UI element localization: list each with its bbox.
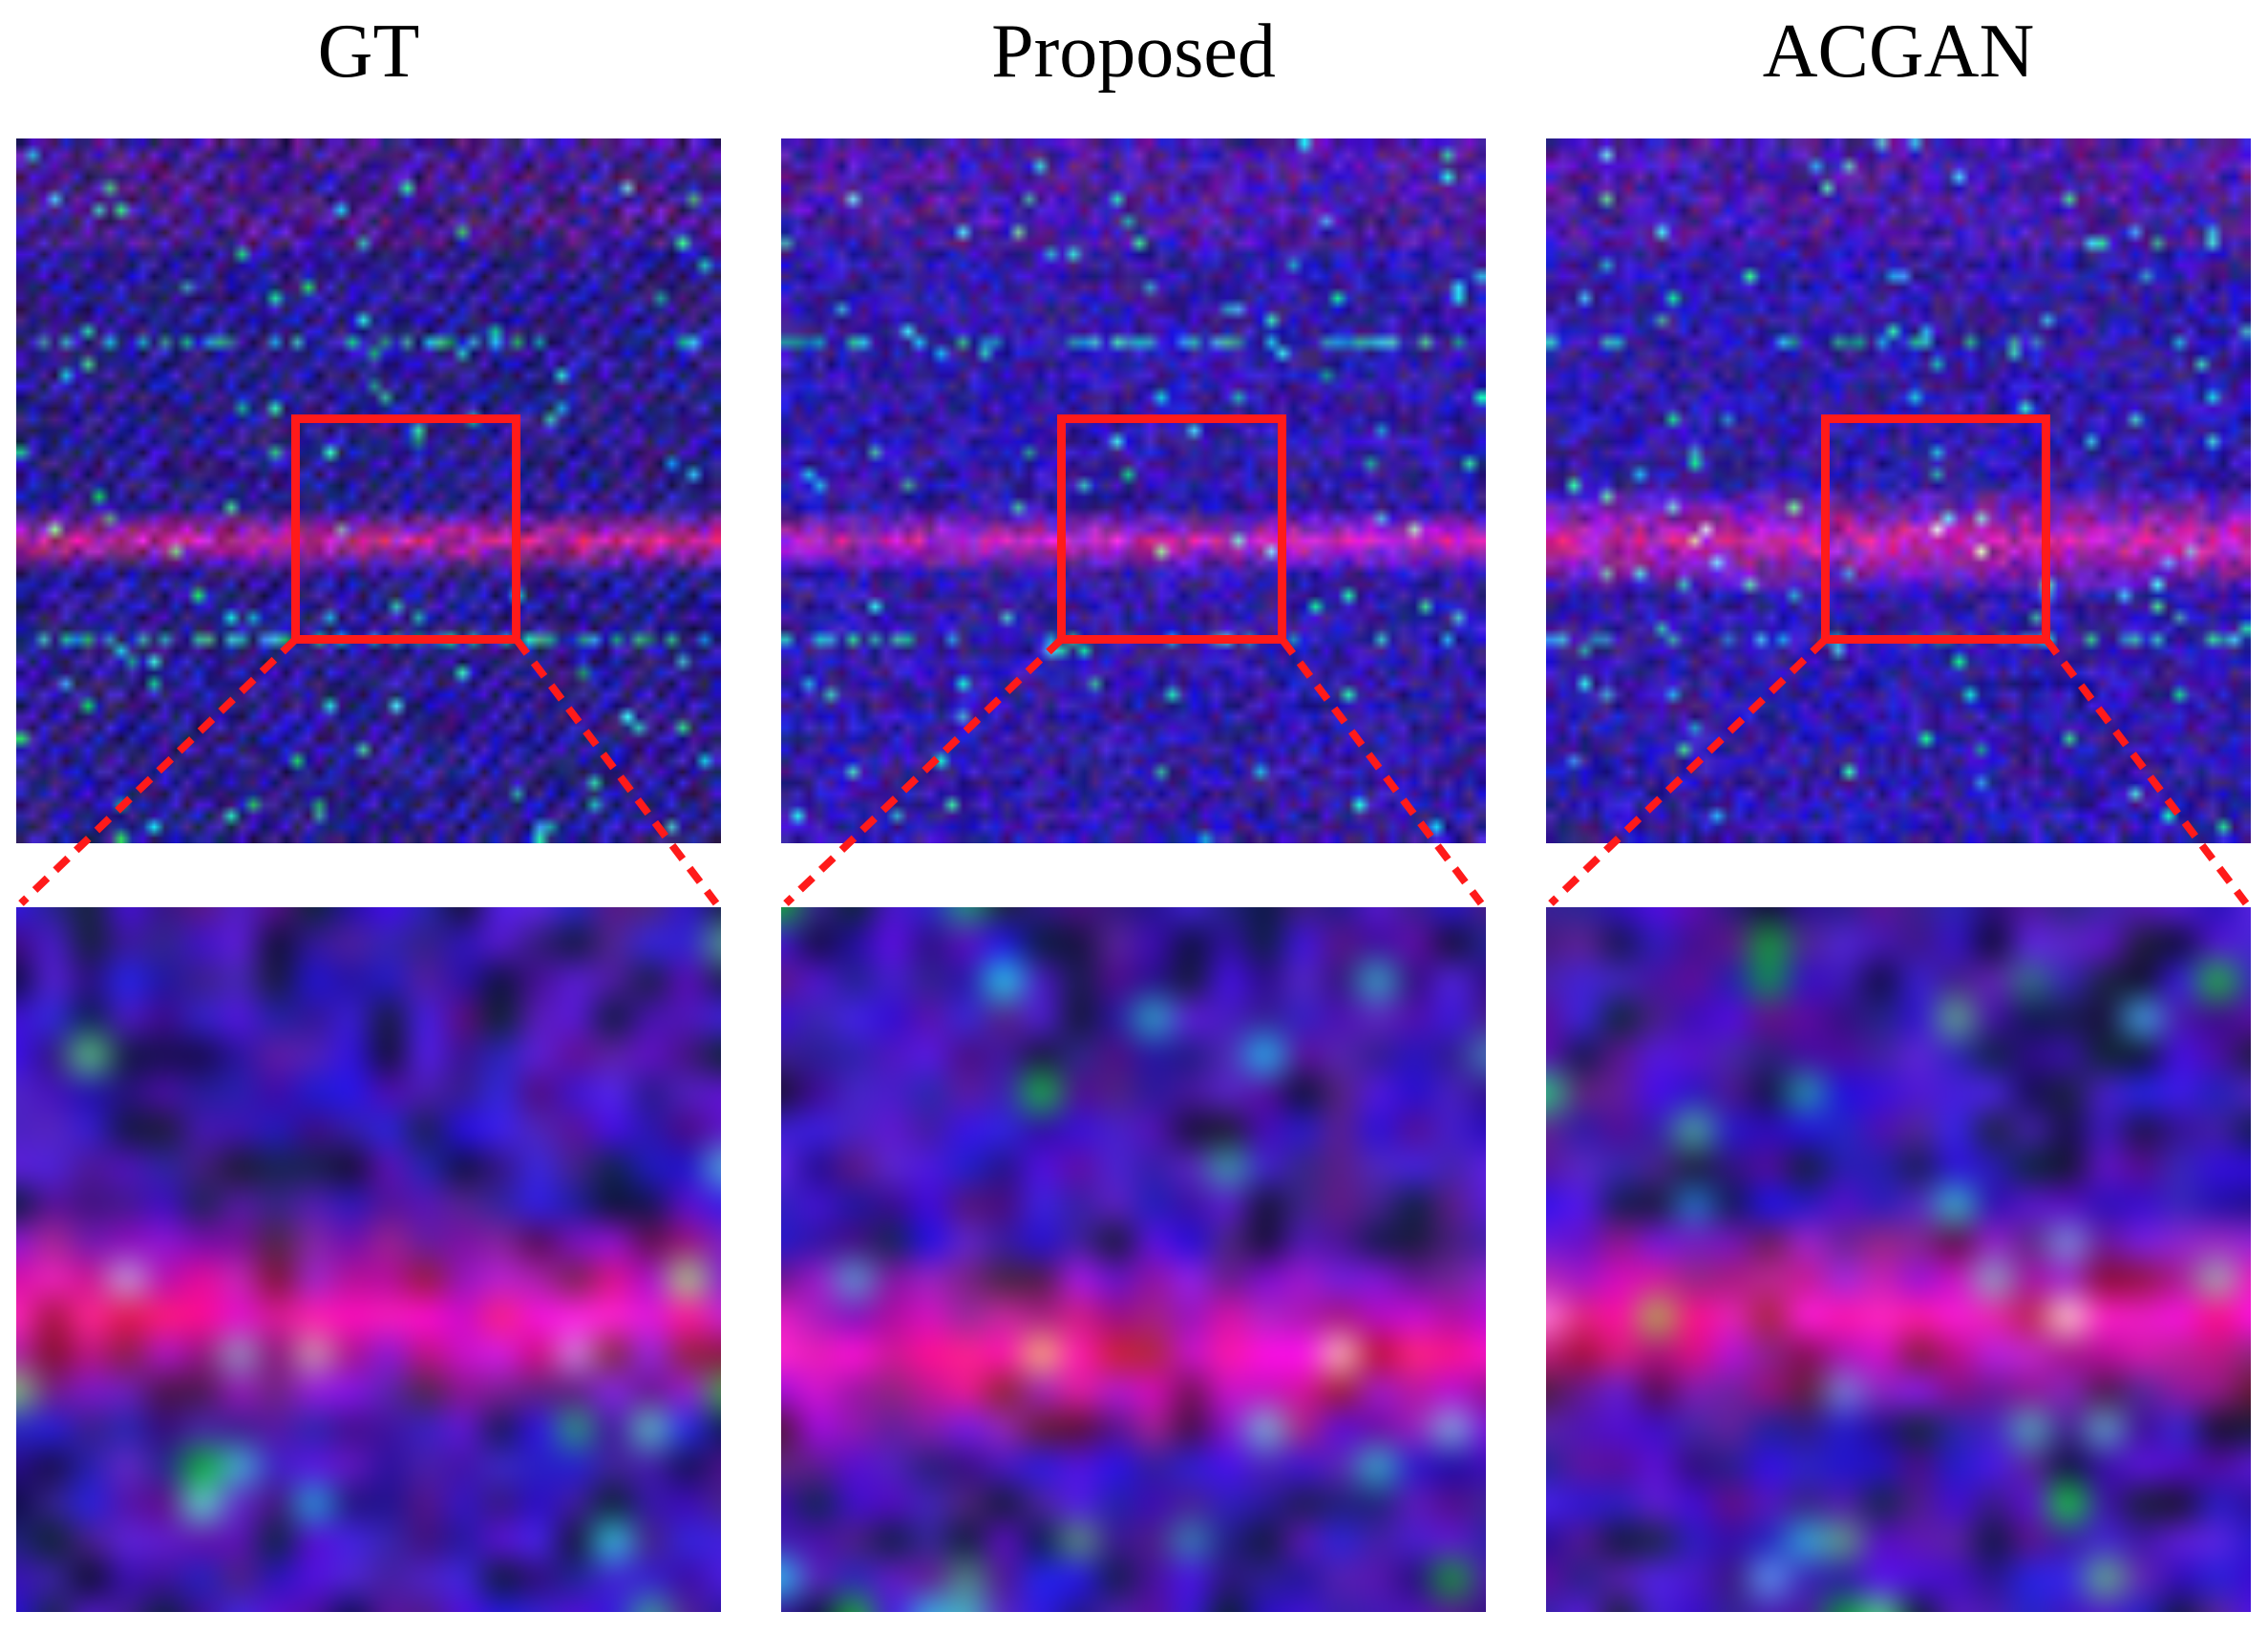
column-title-gt: GT: [317, 10, 420, 94]
column-title-acgan: ACGAN: [1762, 10, 2035, 94]
gt-roi-box: [291, 414, 520, 644]
acgan-zoom-image: [1546, 907, 2251, 1612]
proposed-zoom-image: [781, 907, 1486, 1612]
proposed-roi-box: [1057, 414, 1286, 644]
column-title-proposed: Proposed: [991, 10, 1276, 94]
gt-zoom-image: [16, 907, 721, 1612]
acgan-roi-box: [1821, 414, 2050, 644]
